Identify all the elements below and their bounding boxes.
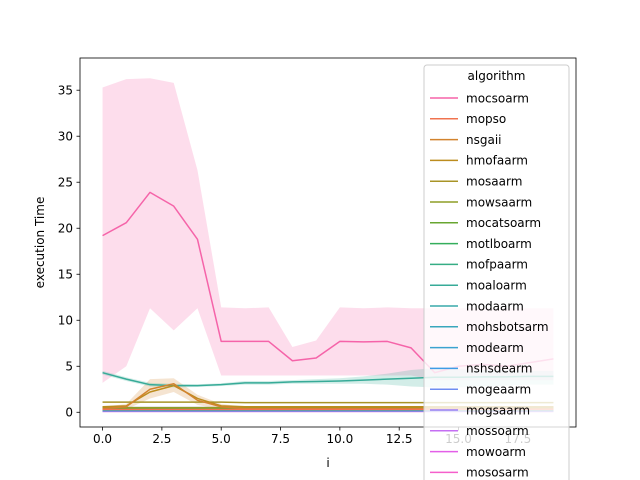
y-tick-label: 25 [58,175,73,189]
y-tick-label: 0 [65,405,73,419]
x-tick-label: 7.5 [271,432,290,446]
y-tick-label: 15 [58,267,73,281]
legend-label-mocsoarm: mocsoarm [466,91,529,105]
legend-label-mopso: mopso [466,112,506,126]
legend-label-mossoarm: mossoarm [466,424,529,438]
y-tick-label: 35 [58,83,73,97]
legend-label-motlboarm: motlboarm [466,237,532,251]
y-tick-label: 5 [65,359,73,373]
legend-label-moaloarm: moaloarm [466,279,527,293]
legend-label-mosaarm: mosaarm [466,175,522,189]
legend-label-mohsbotsarm: mohsbotsarm [466,320,549,334]
legend-label-mowsaarm: mowsaarm [466,195,532,209]
legend-label-modaarm: modaarm [466,299,524,313]
legend-label-nsgaii: nsgaii [466,133,502,147]
x-axis-label: i [326,456,329,470]
axes-frame [79,57,577,428]
legend-label-hmofaarm: hmofaarm [466,154,528,168]
x-tick-label: 0.0 [93,432,112,446]
legend-label-mowoarm: mowoarm [466,445,526,459]
legend-box [423,64,570,480]
legend-label-mocatsoarm: mocatsoarm [466,216,541,230]
y-tick-label: 10 [58,313,73,327]
legend-label-mososarm: mososarm [466,466,529,480]
x-tick-label: 2.5 [152,432,171,446]
y-tick-label: 20 [58,221,73,235]
y-tick-label: 30 [58,129,73,143]
legend-label-modearm: modearm [466,341,524,355]
legend-title: algorithm [468,69,526,83]
ci-band-mocsoarm [102,78,554,383]
legend-label-mofpaarm: mofpaarm [466,258,528,272]
x-tick-label: 12.5 [386,432,413,446]
x-tick-label: 10.0 [327,432,354,446]
y-axis-label: execution Time [33,197,47,289]
legend-label-nshsdearm: nshsdearm [466,362,532,376]
x-tick-label: 5.0 [212,432,231,446]
legend-label-mogeaarm: mogeaarm [466,383,531,397]
legend-label-mogsaarm: mogsaarm [466,403,530,417]
legend: algorithm mocsoarm mopso nsgaii hmofaarm mosa… [423,64,570,480]
